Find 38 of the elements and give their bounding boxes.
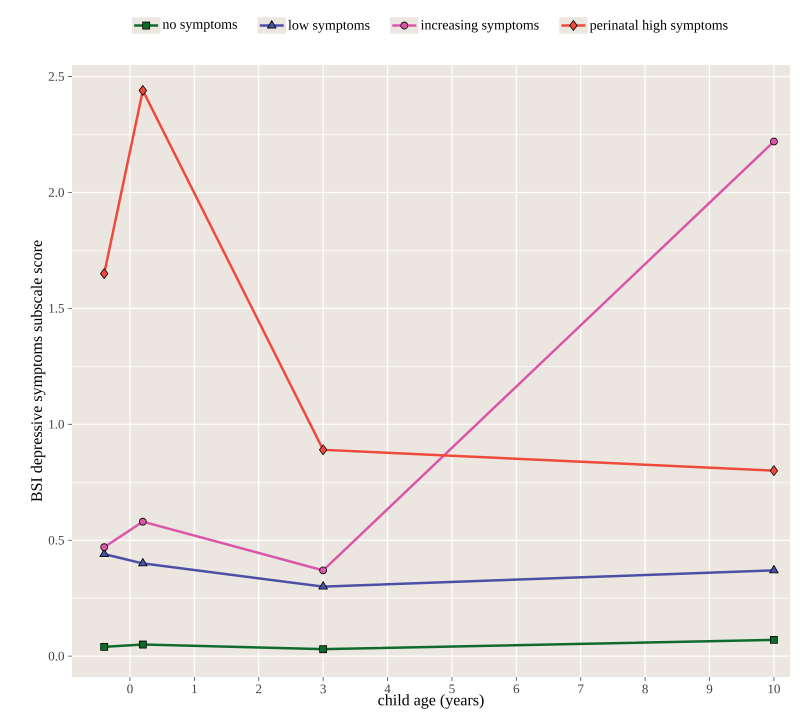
x-axis-title: child age (years) [378,694,484,709]
point [770,636,778,644]
point [319,645,328,654]
point [100,268,108,280]
point [318,444,328,456]
point [100,543,108,552]
y-tick-label: 2.5 [48,72,64,81]
point [138,85,147,96]
y-tick-label: 1.5 [49,304,64,313]
legend-label: low symptoms [288,20,370,33]
x-tick-label: 1 [192,684,197,694]
point [769,564,779,574]
point [770,138,778,146]
x-tick-label: 3 [320,684,326,694]
point [770,465,778,476]
x-tick-label: 7 [578,684,584,694]
y-tick-label: 0.5 [48,536,64,545]
point [318,581,328,590]
point [319,566,328,574]
point [138,518,147,526]
x-tick-label: 6 [514,684,520,694]
legend-label: increasing symptoms [420,20,539,32]
y-tick-label: 2.0 [48,188,64,197]
y-axis-title: BSI depressive symptoms subscale score [30,240,46,502]
point [138,558,148,566]
x-tick-label: 10 [768,684,780,694]
x-tick-label: 9 [706,684,712,694]
legend-label: no symptoms [162,20,237,32]
x-tick-label: 0 [127,684,133,694]
x-tick-label: 8 [642,684,648,694]
point [138,640,147,648]
legend-label: perinatal high symptoms [590,20,728,33]
point [100,642,108,651]
x-tick-label: 4 [384,684,391,694]
x-tick-label: 5 [449,684,455,694]
x-tick-label: 2 [256,684,262,694]
y-tick-label: 1.0 [49,420,64,429]
y-tick-label: 0.0 [48,652,64,661]
